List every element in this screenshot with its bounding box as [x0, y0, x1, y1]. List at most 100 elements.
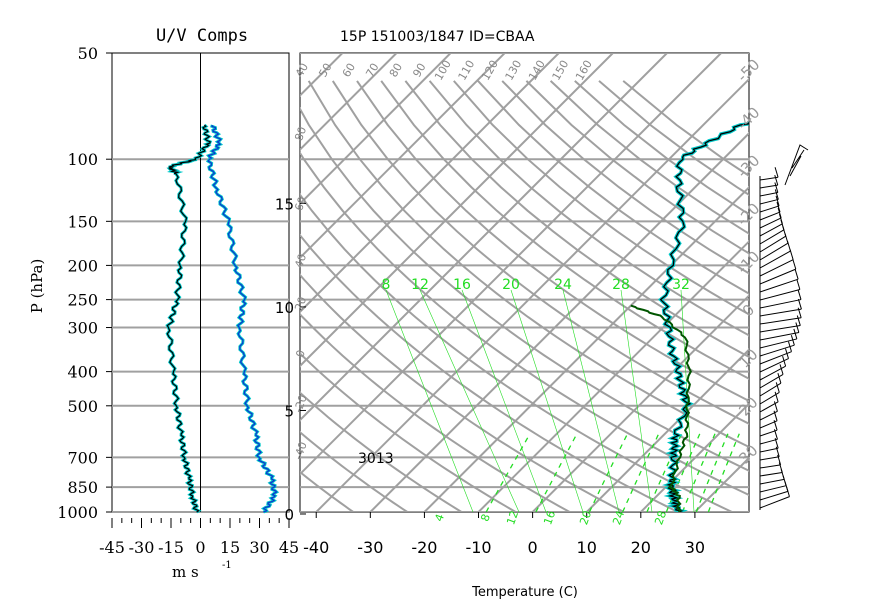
wind-barb-flag [793, 328, 798, 340]
wind-barb [759, 456, 780, 461]
temperature-profile [659, 121, 749, 512]
isotherm [369, 131, 749, 512]
dry-adiabat [300, 151, 749, 497]
isotherm [586, 348, 749, 512]
theta-e-label: 40 [292, 252, 309, 270]
dry-adiabat [453, 80, 749, 316]
theta-label: 90 [410, 61, 428, 80]
mixing-ratio-bottom-label: 8 [478, 512, 493, 523]
v-component-halo [205, 124, 280, 514]
mixing-ratio-line [707, 433, 740, 512]
theta-label: 120 [479, 58, 501, 83]
isotherm [300, 53, 398, 151]
mixing-ratio-bottom-label: 12 [504, 509, 521, 527]
wind-barb-flag [782, 356, 787, 367]
dry-adiabat [331, 80, 749, 425]
theta-label: 140 [526, 58, 548, 83]
uv-x-axis-exponent: -1 [222, 560, 232, 571]
mixing-ratio-label: 16 [453, 277, 471, 293]
pressure-tick-label: 500 [67, 397, 98, 416]
wind-barb [759, 217, 782, 229]
isotherm [300, 53, 614, 368]
wind-barb [759, 325, 801, 333]
y-axis-label: P (hPa) [28, 259, 46, 314]
mixing-ratio-label: 8 [382, 277, 391, 293]
u-component-halo [165, 123, 213, 514]
wind-barb [759, 192, 778, 197]
wind-barb-flag [796, 315, 801, 326]
theta-label: 80 [387, 61, 405, 80]
mixing-ratio-line [646, 433, 683, 512]
isotherm-edge-label: 10 [735, 345, 761, 371]
moist-adiabat [562, 289, 620, 512]
mixing-ratio-label: 20 [502, 277, 520, 293]
wind-barb [759, 184, 778, 189]
moist-adiabat [510, 289, 584, 512]
pressure-tick-label: 150 [67, 212, 98, 231]
wind-barb-flag [774, 174, 779, 186]
dry-adiabat [300, 391, 463, 512]
wind-barb-flag [774, 391, 779, 402]
wind-barb-flag [794, 269, 799, 280]
temperature-tick-label: -20 [411, 538, 437, 557]
wind-barb-flag [797, 289, 802, 300]
temperature-tick-label: -40 [303, 538, 329, 557]
wind-barb-flag [777, 373, 782, 384]
uv-panel-title: U/V Comps [156, 26, 248, 46]
wind-barb-flag [775, 446, 780, 457]
theta-label: 40 [293, 61, 311, 80]
mixing-ratio-bottom-label: 28 [652, 509, 669, 527]
temperature-axis-label: Temperature (C) [471, 585, 578, 600]
wind-barb-flag [789, 249, 794, 260]
mixing-ratio-label: 28 [612, 277, 630, 293]
theta-label: 100 [432, 58, 454, 83]
wind-barb [759, 373, 784, 389]
wind-barbs [759, 144, 809, 510]
wind-barb-flag [773, 410, 778, 421]
dry-adiabat [300, 430, 408, 512]
wind-barb [759, 205, 780, 213]
wind-barb-flag [773, 420, 778, 431]
wind-barb-flag [786, 240, 791, 252]
v-component-line [207, 124, 278, 513]
wind-barb-flag [774, 167, 779, 178]
wind-barb-flag [775, 382, 780, 393]
isotherm [748, 510, 749, 512]
dry-adiabat [300, 312, 571, 512]
uv-x-tick-label: 0 [195, 538, 205, 557]
isotherm-edge-label: -30 [733, 151, 763, 181]
wind-barb [759, 471, 783, 477]
skewt-grid [300, 53, 749, 512]
theta-label: 110 [456, 58, 478, 83]
uv-x-axis-label: m s [172, 563, 199, 581]
theta-e-label: 0 [293, 348, 308, 359]
theta-e-label: -20 [292, 393, 310, 414]
wind-barb-flag [775, 195, 780, 207]
wind-barb [759, 235, 787, 253]
wind-barb [759, 464, 781, 469]
wind-barb [759, 478, 785, 485]
wind-barb [759, 308, 802, 317]
height-tick-label: 15 [275, 195, 294, 213]
temperature-tick-label: 10 [577, 538, 597, 557]
mixing-ratio-line [622, 433, 660, 512]
sounding-title: 15P 151003/1847 ID=CBAA [340, 29, 535, 45]
pressure-tick-label: 50 [78, 44, 98, 63]
dry-adiabat [356, 80, 749, 403]
wind-barb-flag [795, 322, 800, 333]
isotherm [531, 294, 749, 512]
wind-barb [759, 496, 790, 509]
isotherm [300, 53, 506, 260]
wind-barb [759, 223, 783, 237]
wind-barb-flag [773, 401, 778, 412]
isotherm [315, 77, 749, 512]
temperature-tick-label: -10 [465, 538, 491, 557]
theta-label: 130 [503, 58, 525, 83]
mixing-ratio-bottom-label: 4 [432, 512, 447, 523]
temperature-tick-label: 0 [528, 538, 538, 557]
uv-x-tick-label: -45 [99, 538, 125, 557]
theta-label: 160 [573, 58, 595, 83]
wind-barb [759, 382, 782, 397]
